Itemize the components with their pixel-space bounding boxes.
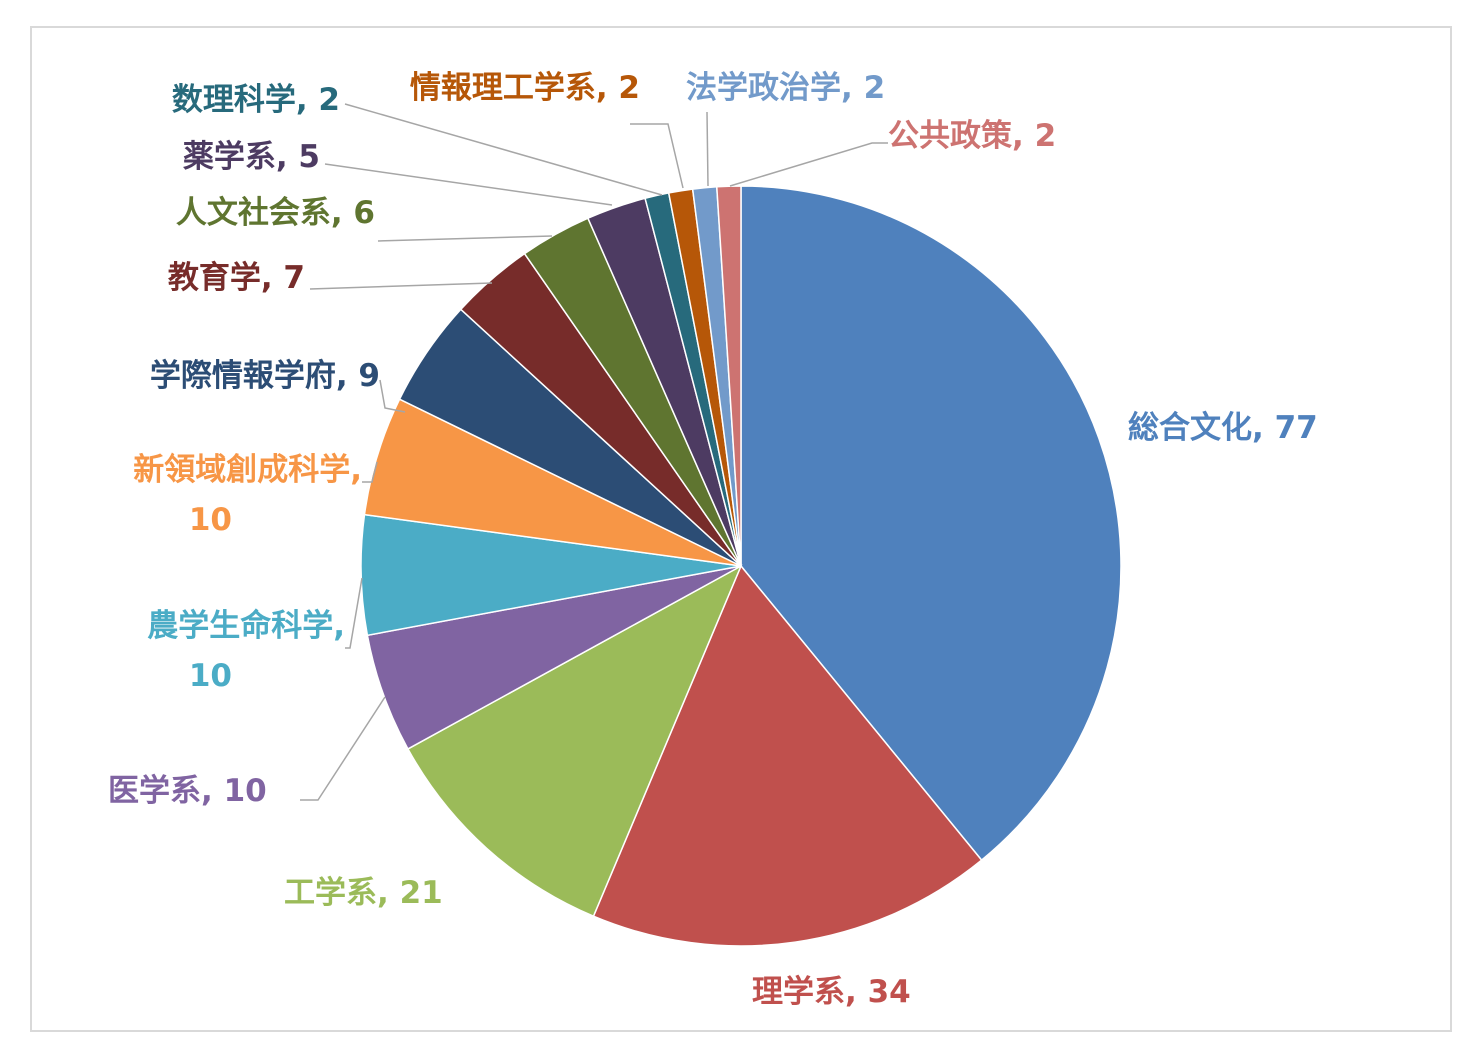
data-label: 学際情報学府, 9 <box>150 358 380 394</box>
pie-slices <box>360 185 1122 947</box>
data-label: 工学系, 21 <box>284 875 443 911</box>
leader-line <box>379 379 406 413</box>
leader-line <box>706 111 709 187</box>
data-label: 総合文化, 77 <box>1128 410 1318 446</box>
data-label: 公共政策, 2 <box>888 118 1056 154</box>
data-label: 10 <box>189 658 232 694</box>
data-label: 数理科学, 2 <box>172 82 340 118</box>
data-label: 薬学系, 5 <box>183 139 320 175</box>
pie-slice <box>406 564 743 918</box>
data-label: 10 <box>189 502 232 538</box>
data-label: 法学政治学, 2 <box>686 70 885 106</box>
data-label: 人文社会系, 6 <box>176 195 375 231</box>
data-label: 理学系, 34 <box>752 974 911 1010</box>
data-label: 医学系, 10 <box>108 773 267 809</box>
leader-line <box>729 142 888 187</box>
leader-lines <box>300 103 888 801</box>
pie-slice <box>715 185 742 567</box>
leader-line <box>324 163 613 206</box>
pie-slice <box>740 185 1122 862</box>
data-labels: 総合文化, 77 理学系, 34 工学系, 21 医学系, 10 農学生命科学, 10 新領… <box>108 70 1318 1010</box>
data-label: 新領域創成科学, <box>133 452 362 488</box>
pie-slice <box>592 564 983 947</box>
leader-line <box>309 282 493 290</box>
leader-line <box>630 123 684 189</box>
leader-line <box>344 103 663 196</box>
data-label: 教育学, 7 <box>168 260 305 296</box>
data-label: 農学生命科学, <box>147 608 345 644</box>
data-label: 情報理工学系, 2 <box>410 70 640 106</box>
leader-line <box>300 696 386 801</box>
leader-line <box>362 461 378 483</box>
leader-line <box>377 235 553 242</box>
leader-line <box>345 577 363 649</box>
